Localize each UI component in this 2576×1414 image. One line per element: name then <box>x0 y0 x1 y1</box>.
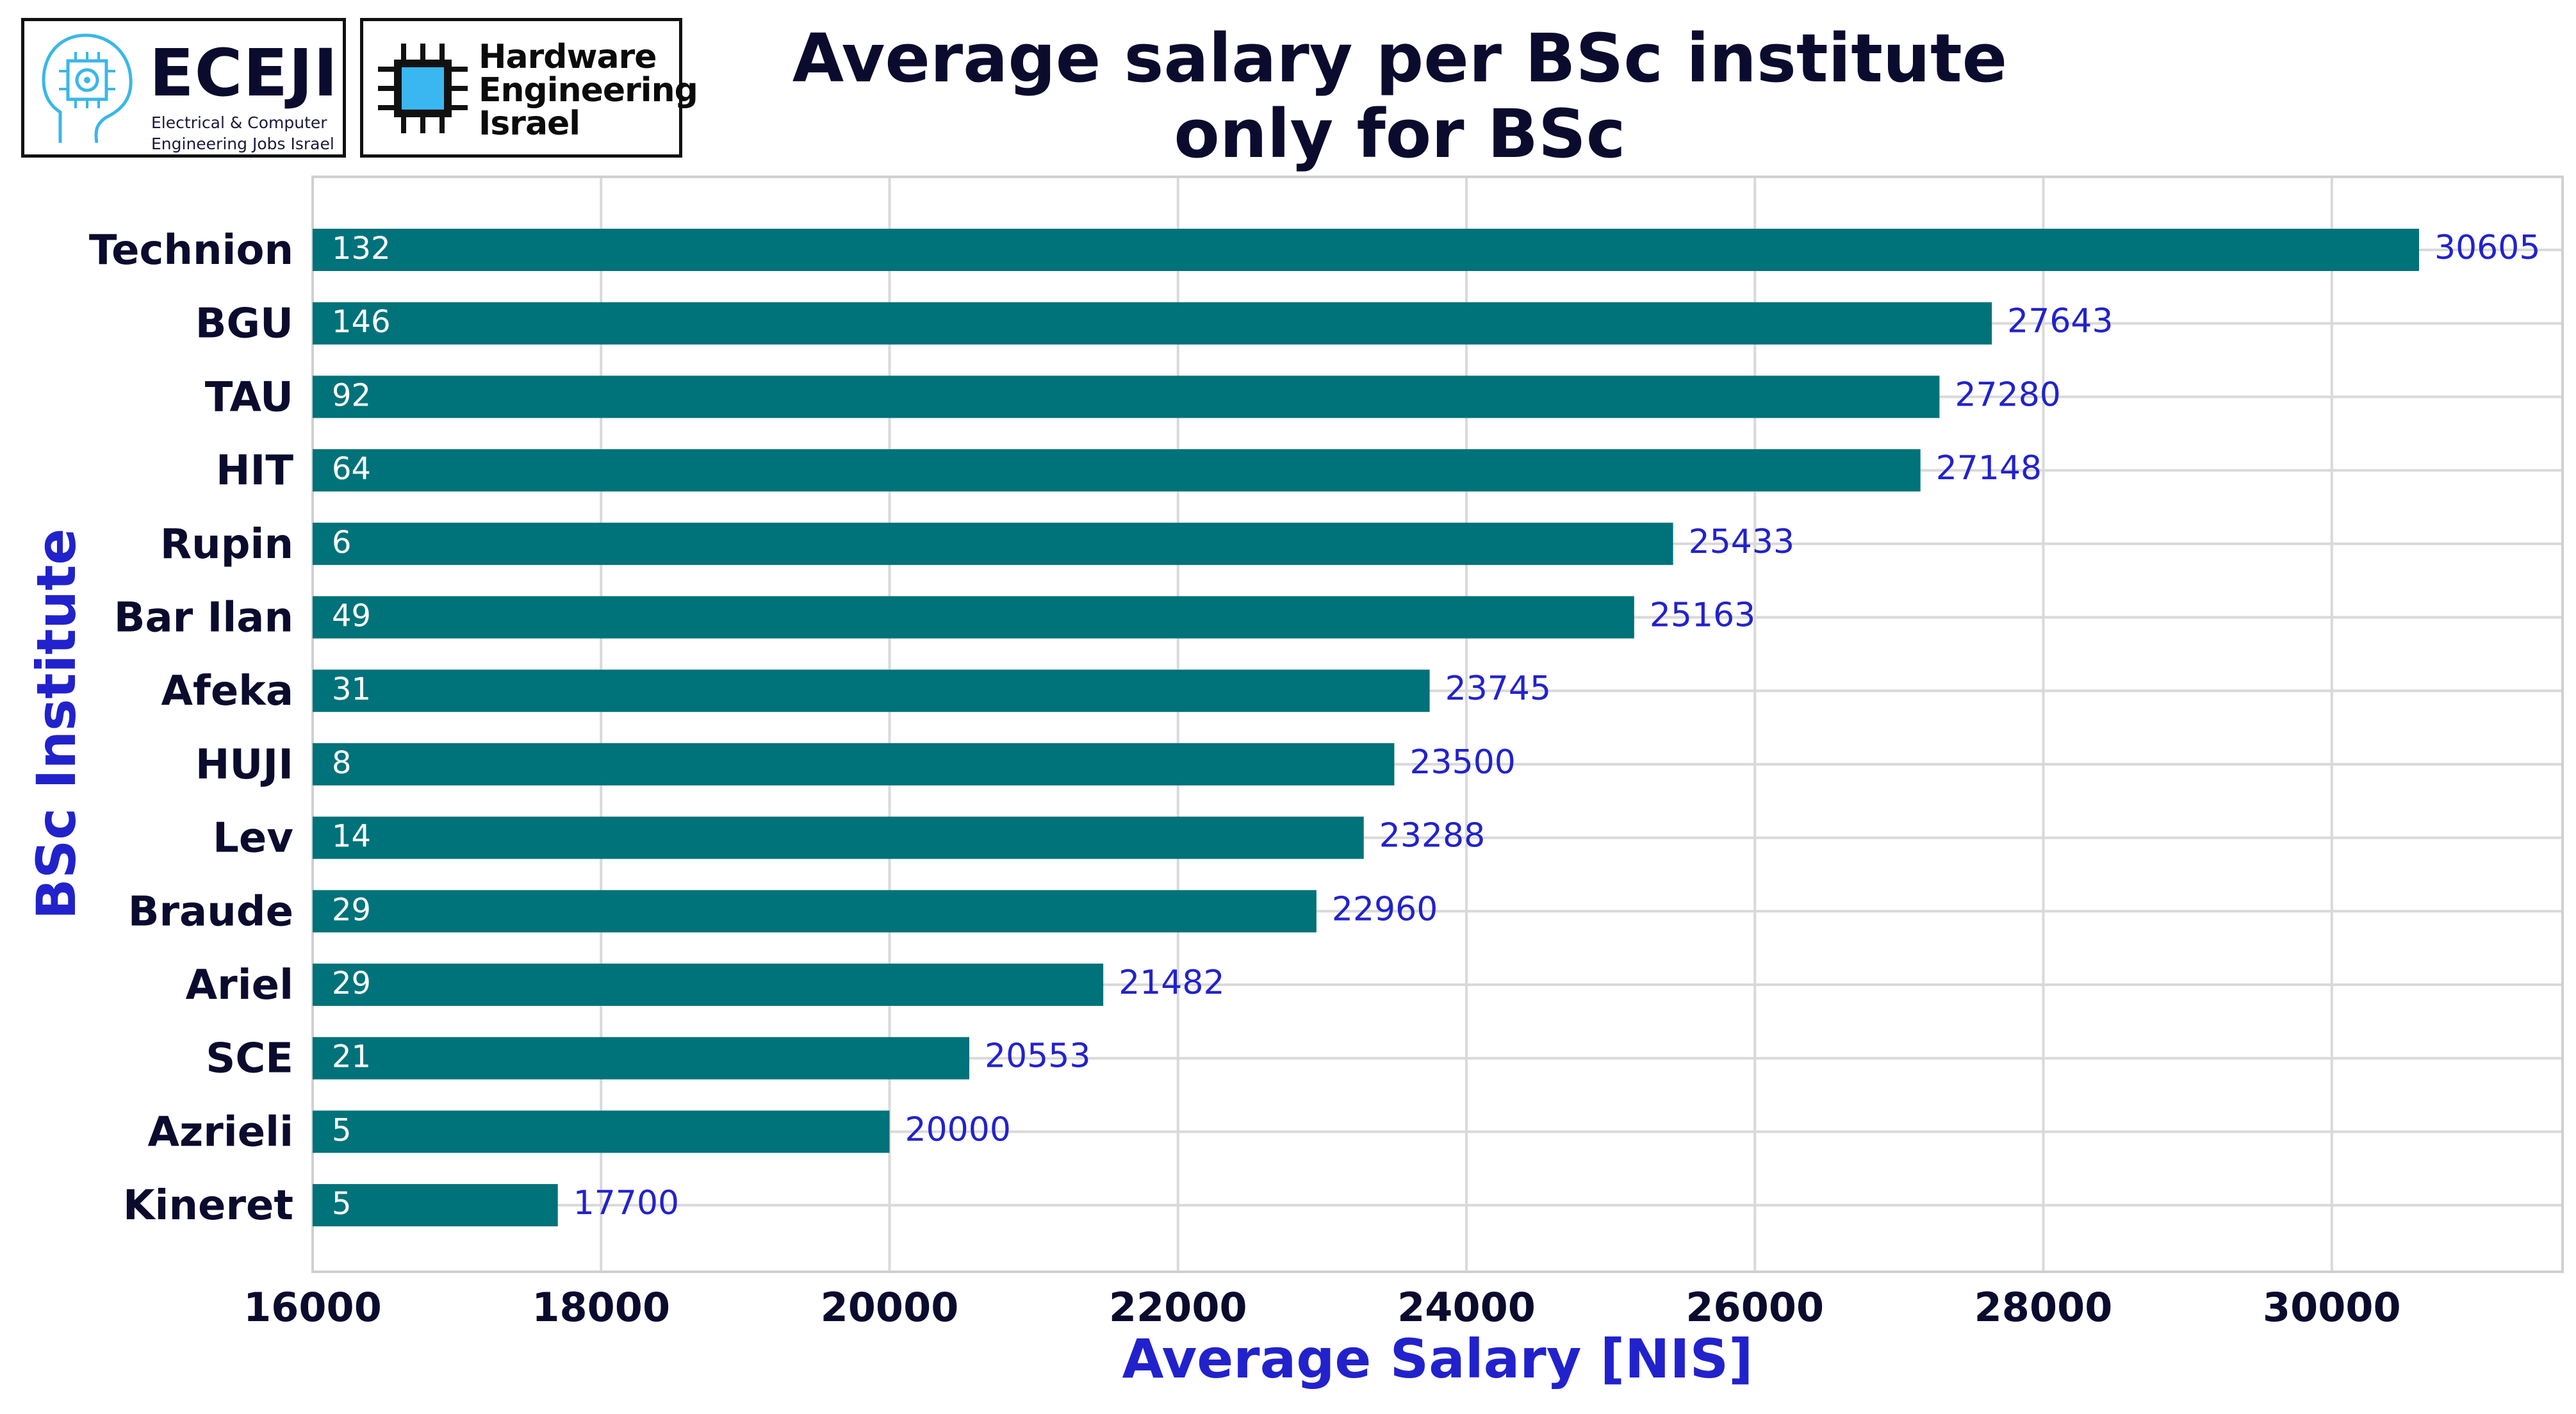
bar <box>313 229 2419 271</box>
category-label: BGU <box>195 300 293 348</box>
x-tick-label: 22000 <box>1109 1284 1247 1331</box>
category-label: TAU <box>205 374 293 421</box>
count-label: 5 <box>332 1112 352 1148</box>
cpu-chip-icon <box>378 44 468 133</box>
value-label: 20000 <box>905 1110 1011 1149</box>
value-label: 27280 <box>1955 375 2060 414</box>
category-label: Azrieli <box>147 1108 293 1156</box>
value-label: 25163 <box>1650 596 1755 635</box>
bar <box>313 596 1634 639</box>
count-label: 132 <box>332 231 391 267</box>
hardware-logo-line2: Engineering <box>479 71 698 110</box>
chart-subtitle: only for BSc <box>1174 95 1626 173</box>
count-label: 49 <box>332 598 371 634</box>
eceji-logo-line1: Electrical & Computer <box>151 113 327 132</box>
category-label: HIT <box>216 447 293 495</box>
bar <box>313 1037 970 1080</box>
category-label: SCE <box>206 1035 293 1083</box>
count-label: 5 <box>332 1186 352 1222</box>
category-label: Bar Ilan <box>114 595 293 642</box>
x-tick-label: 28000 <box>1974 1284 2113 1331</box>
category-label: Afeka <box>161 668 293 715</box>
x-tick-label: 24000 <box>1397 1284 1536 1331</box>
bar <box>313 375 1940 418</box>
category-label: Kineret <box>123 1182 293 1229</box>
value-label: 22960 <box>1332 890 1438 928</box>
y-axis-label: BSc Institute <box>25 529 88 920</box>
count-label: 92 <box>332 377 371 413</box>
count-label: 29 <box>332 892 371 928</box>
hardware-logo-line1: Hardware <box>479 38 657 76</box>
count-label: 146 <box>332 304 391 340</box>
category-label: Lev <box>213 815 293 862</box>
bar <box>313 816 1364 859</box>
count-label: 6 <box>332 525 352 561</box>
value-label: 21482 <box>1119 964 1224 1002</box>
plot-area <box>311 176 2564 1273</box>
x-tick-label: 16000 <box>243 1284 382 1331</box>
bar <box>313 1184 558 1227</box>
x-tick-label: 18000 <box>532 1284 670 1331</box>
bar <box>313 670 1430 712</box>
value-label: 23288 <box>1379 817 1485 855</box>
bar <box>313 302 1992 345</box>
hardware-logo-line3: Israel <box>479 104 580 143</box>
count-label: 29 <box>332 966 371 1001</box>
bar <box>313 743 1395 785</box>
category-label: Technion <box>89 227 293 274</box>
bar <box>313 1110 890 1153</box>
eceji-logo-subtitle: Electrical & Computer Engineering Jobs I… <box>151 112 334 154</box>
count-label: 14 <box>332 819 371 855</box>
value-label: 25433 <box>1689 523 1794 561</box>
labels: 16000 18000 20000 22000 24000 26000 28000 30000… <box>89 227 2541 1331</box>
bar <box>313 522 1673 565</box>
eceji-logo: ECEJI Electrical & Computer Engineering … <box>21 18 346 158</box>
count-label: 8 <box>332 745 352 781</box>
bars <box>313 229 2419 1227</box>
x-tick-label: 26000 <box>1686 1284 1824 1331</box>
value-label: 23745 <box>1445 670 1551 708</box>
bar <box>313 964 1104 1006</box>
x-tick-label: 30000 <box>2263 1284 2401 1331</box>
category-label: HUJI <box>195 741 293 789</box>
x-tick-label: 20000 <box>821 1284 959 1331</box>
value-label: 20553 <box>985 1037 1090 1076</box>
eceji-logo-name: ECEJI <box>149 35 339 111</box>
category-label: Ariel <box>186 962 293 1009</box>
x-axis-label: Average Salary [NIS] <box>1122 1328 1753 1390</box>
bar <box>313 449 1921 492</box>
count-label: 64 <box>332 451 371 487</box>
count-label: 31 <box>332 671 371 707</box>
category-label: Braude <box>128 888 293 935</box>
hardware-engineering-logo: Hardware Engineering Israel <box>360 18 698 158</box>
value-label: 30605 <box>2434 229 2540 267</box>
hardware-logo-text: Hardware Engineering Israel <box>479 40 698 140</box>
chart-title: Average salary per BSc institute <box>792 19 2008 97</box>
brain-chip-icon <box>42 33 133 144</box>
count-label: 21 <box>332 1039 371 1075</box>
value-label: 27148 <box>1936 449 2042 488</box>
value-label: 17700 <box>573 1184 679 1222</box>
eceji-logo-line2: Engineering Jobs Israel <box>151 135 334 153</box>
bar <box>313 890 1317 933</box>
category-label: Rupin <box>160 521 293 568</box>
value-label: 23500 <box>1409 743 1515 782</box>
value-label: 27643 <box>2007 302 2113 341</box>
